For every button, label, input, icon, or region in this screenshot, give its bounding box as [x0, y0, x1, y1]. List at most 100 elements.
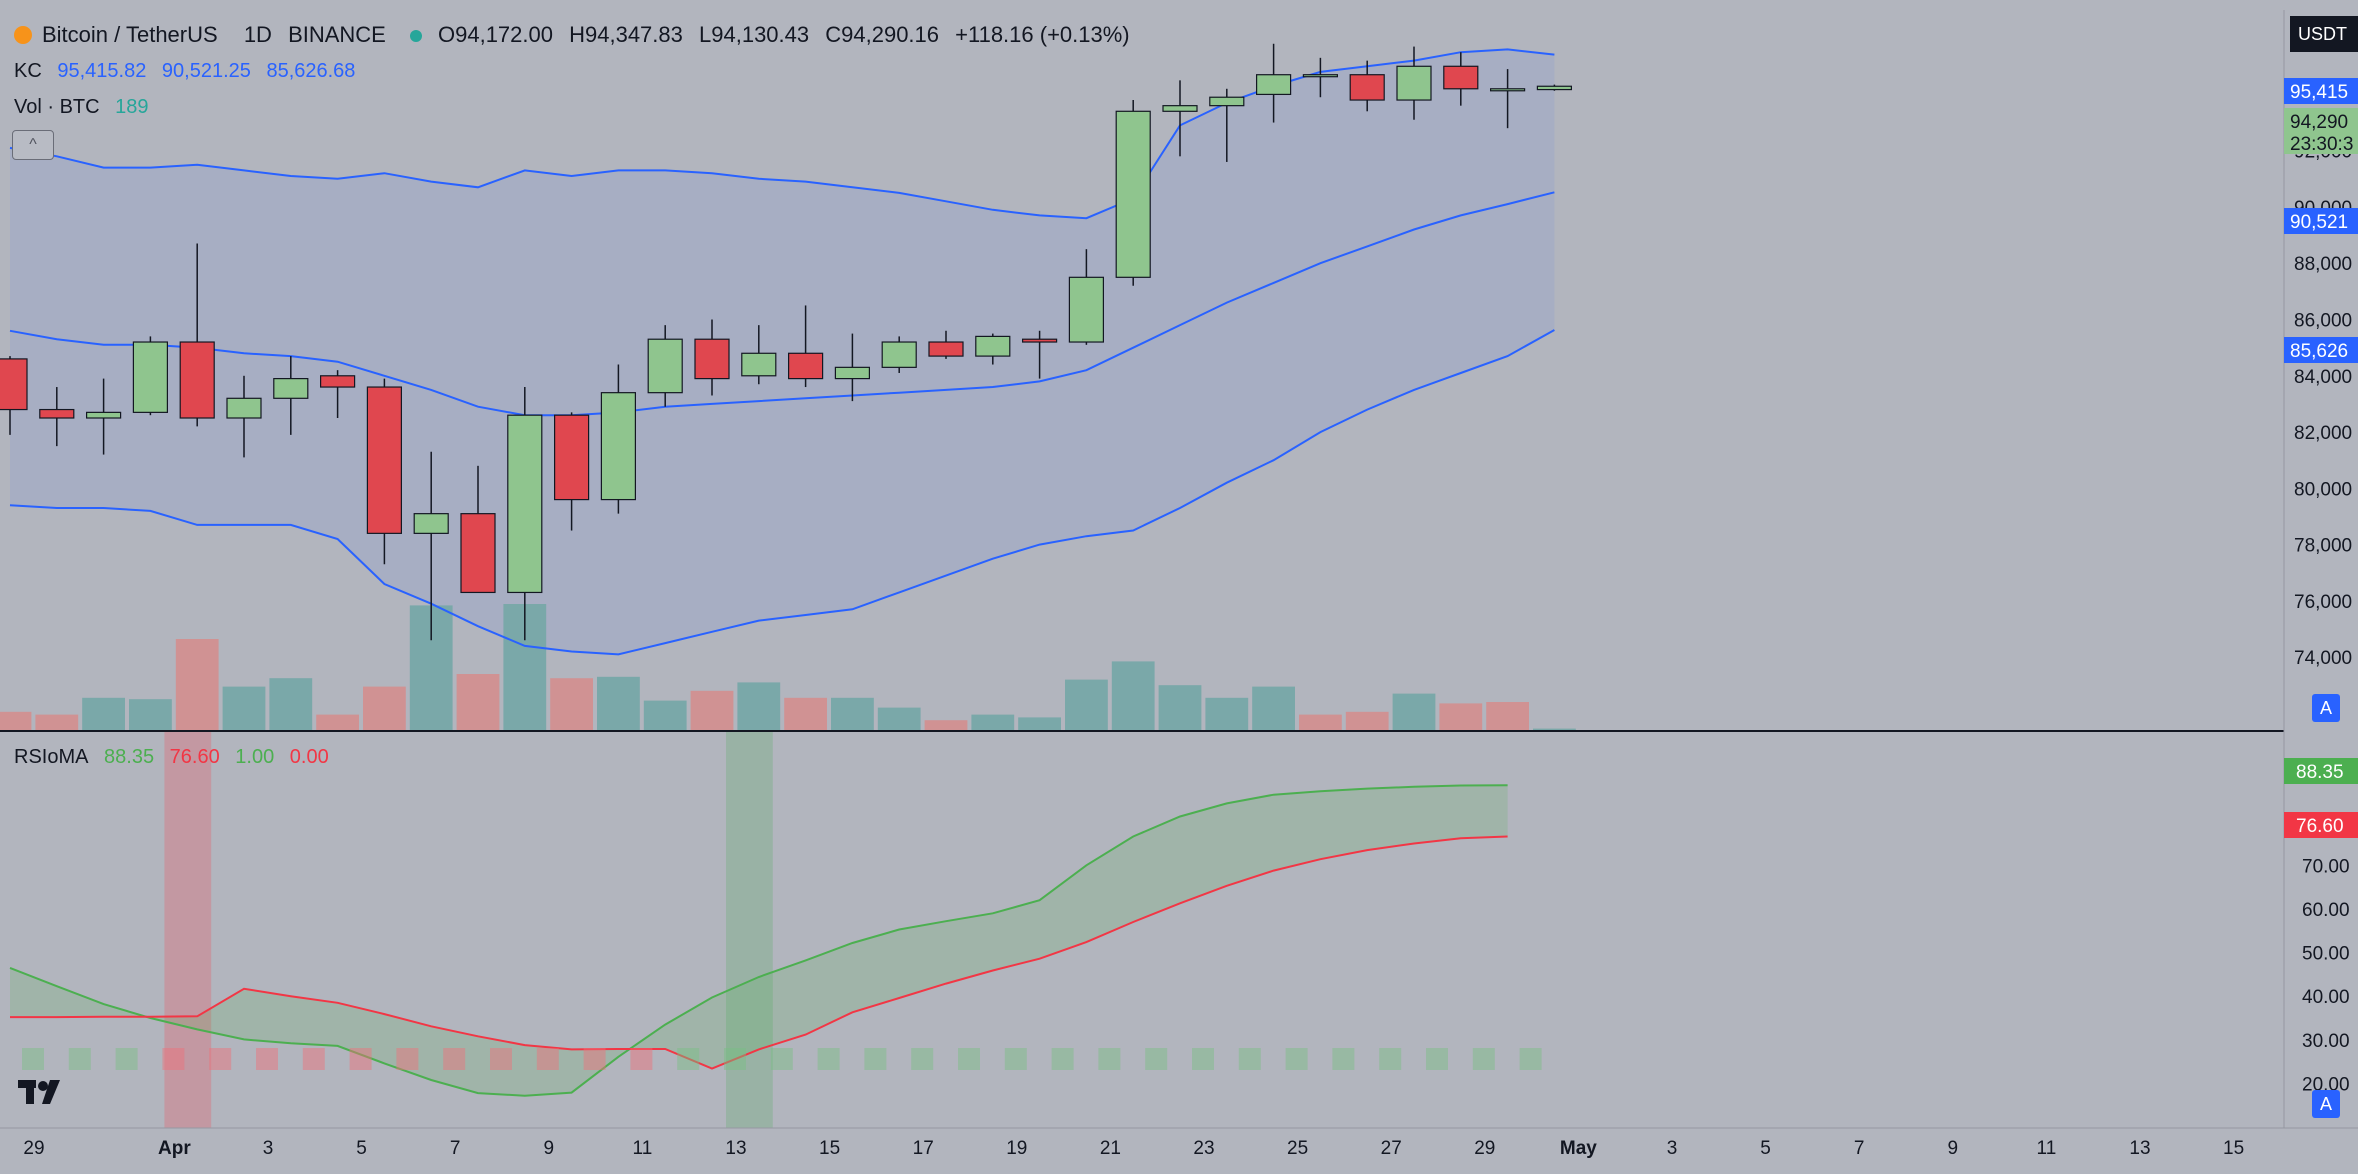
candle[interactable]	[226, 375, 262, 458]
candle[interactable]	[1489, 69, 1526, 129]
candle[interactable]	[928, 330, 964, 359]
candle[interactable]	[1349, 60, 1385, 112]
volume-bar	[971, 714, 1015, 730]
candle[interactable]	[413, 451, 449, 641]
rsi-marker	[209, 1048, 232, 1070]
symbol-name[interactable]: Bitcoin / TetherUS	[42, 22, 218, 47]
kc-upper-tag: 95,415	[2290, 82, 2348, 103]
kc-mid-tag-bg	[2284, 208, 2358, 234]
candle[interactable]	[1115, 100, 1151, 286]
rsi-tick-label: 70.00	[2302, 856, 2350, 877]
candle[interactable]	[1536, 84, 1573, 91]
candle[interactable]	[273, 356, 309, 435]
interval[interactable]: 1D	[243, 22, 272, 47]
time-tick-label: 27	[1381, 1138, 1402, 1159]
rsi-tick-label: 40.00	[2302, 987, 2350, 1008]
volume-bar	[550, 678, 593, 730]
rsi-marker	[1332, 1048, 1355, 1070]
time-tick-label: 21	[1100, 1138, 1121, 1159]
rsi-marker	[1519, 1048, 1542, 1070]
rsi-fill-area	[10, 785, 1508, 1096]
volume-legend[interactable]: Vol · BTC 189	[14, 96, 159, 119]
candle[interactable]	[179, 243, 215, 427]
volume-bar	[597, 676, 640, 730]
time-tick-label: 3	[263, 1138, 274, 1159]
volume-bar	[1299, 714, 1342, 730]
candle[interactable]	[39, 387, 75, 447]
volume-bar	[877, 707, 921, 730]
candle[interactable]	[1396, 46, 1432, 120]
rsi-label: RSIoMA	[14, 746, 89, 768]
currency-button[interactable]: USDT	[2290, 16, 2358, 52]
candle[interactable]	[1162, 80, 1198, 157]
volume-bar	[1439, 703, 1483, 730]
rsi-marker	[1238, 1048, 1261, 1070]
candle[interactable]	[975, 333, 1011, 365]
rsioma-legend[interactable]: RSIoMA 88.35 76.60 1.00 0.00	[14, 746, 339, 769]
auto-scale-button-main[interactable]: A	[2312, 694, 2340, 722]
candle[interactable]	[366, 378, 402, 565]
time-axis: 29 Apr 3 5 7 9 11 13 15 17 19 21 23 25 27 29 May 3 5 7 9 11 13…	[23, 1138, 2244, 1159]
volume-bar	[1486, 702, 1529, 730]
candle[interactable]	[320, 370, 356, 418]
volume-bar	[1252, 686, 1295, 730]
rsi-marker	[1379, 1048, 1402, 1070]
price-tick-label: 86,000	[2294, 311, 2352, 332]
rsi-ma-line	[10, 835, 1508, 1070]
candle[interactable]	[881, 336, 917, 373]
candle[interactable]	[1068, 249, 1105, 345]
rsi-marker	[817, 1048, 840, 1070]
rsi-marker	[68, 1048, 91, 1070]
candle[interactable]	[1443, 52, 1479, 106]
price-tick-label: 78,000	[2294, 536, 2352, 557]
rsi-tick-label: 30.00	[2302, 1031, 2350, 1052]
candle[interactable]	[460, 465, 496, 594]
kc-label: KC	[14, 60, 42, 82]
candle[interactable]	[1302, 57, 1339, 98]
candle[interactable]	[1255, 43, 1292, 123]
collapse-legend-button[interactable]: ^	[12, 130, 54, 160]
rsi-marker	[115, 1048, 138, 1070]
rsi-line	[9, 784, 1508, 1097]
kc-legend[interactable]: KC 95,415.82 90,521.25 85,626.68	[14, 60, 365, 83]
rsi-threshold-markers	[22, 1048, 1542, 1070]
tradingview-logo-icon[interactable]	[18, 1078, 70, 1108]
kc-upper-line	[9, 48, 1555, 220]
rsi-marker	[677, 1048, 700, 1070]
candle[interactable]	[132, 336, 168, 416]
volume-bar	[1533, 728, 1576, 730]
vol-label: Vol · BTC	[14, 96, 100, 118]
time-tick-label: 15	[2223, 1138, 2244, 1159]
candle[interactable]	[1021, 330, 1058, 379]
candle[interactable]	[787, 305, 824, 388]
candle[interactable]	[834, 333, 871, 402]
volume-bar	[690, 690, 734, 730]
auto-scale-button-rsi[interactable]: A	[2312, 1090, 2340, 1118]
kc-mid-tag: 90,521	[2290, 212, 2348, 233]
rsi-value-4: 0.00	[289, 746, 329, 768]
time-tick-label: 13	[725, 1138, 746, 1159]
candle[interactable]	[600, 364, 637, 514]
rsi-tick-label: 60.00	[2302, 900, 2350, 921]
candle[interactable]	[0, 356, 28, 435]
rsi-lines	[9, 784, 1508, 1097]
rsi-marker	[1472, 1048, 1495, 1070]
candle[interactable]	[694, 319, 730, 396]
candle[interactable]	[647, 325, 683, 407]
candle[interactable]	[741, 325, 777, 385]
kc-lower-line	[9, 329, 1555, 656]
volume-bar	[831, 697, 874, 730]
candle[interactable]	[553, 412, 590, 531]
candle[interactable]	[507, 387, 543, 641]
time-tick-label: 29	[23, 1138, 44, 1159]
candle[interactable]	[85, 378, 122, 455]
rsi-tag1-bg	[2284, 758, 2358, 784]
rsi-marker	[302, 1048, 325, 1070]
vol-value: 189	[115, 96, 149, 118]
volume-bar	[1111, 661, 1155, 730]
volume-bar	[1158, 685, 1202, 730]
candle[interactable]	[1209, 88, 1245, 162]
time-tick-label: 7	[450, 1138, 461, 1159]
